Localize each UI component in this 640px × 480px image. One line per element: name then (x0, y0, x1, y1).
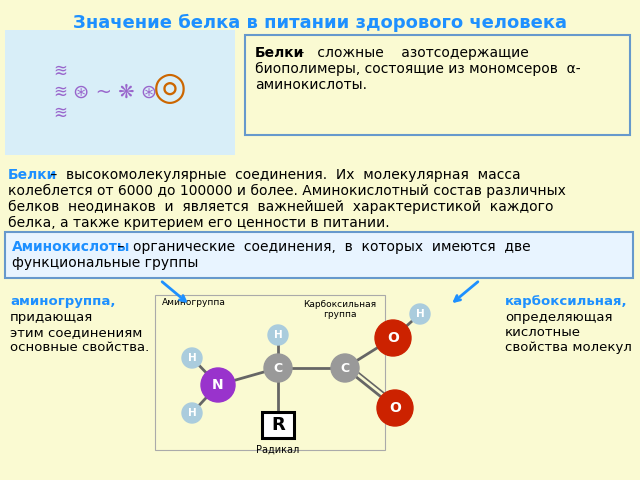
Text: ⊛ ~ ❋ ⊛: ⊛ ~ ❋ ⊛ (73, 83, 157, 101)
Text: –  органические  соединения,  в  которых  имеются  две: – органические соединения, в которых име… (113, 240, 531, 254)
Circle shape (331, 354, 359, 382)
Circle shape (375, 320, 411, 356)
Text: аминогруппа,: аминогруппа, (10, 295, 115, 308)
Text: свойства молекул: свойства молекул (505, 341, 632, 354)
Circle shape (268, 325, 288, 345)
Text: ◎: ◎ (153, 69, 187, 107)
Text: –   сложные    азотсодержащие: – сложные азотсодержащие (293, 46, 529, 60)
Text: N: N (212, 378, 224, 392)
Text: кислотные: кислотные (505, 326, 581, 339)
Text: –  высокомолекулярные  соединения.  Их  молекулярная  масса: – высокомолекулярные соединения. Их моле… (46, 168, 520, 182)
Circle shape (410, 304, 430, 324)
Text: аминокислоты.: аминокислоты. (255, 78, 367, 92)
FancyBboxPatch shape (262, 412, 294, 438)
FancyBboxPatch shape (5, 232, 633, 278)
Text: основные свойства.: основные свойства. (10, 341, 149, 354)
FancyBboxPatch shape (245, 35, 630, 135)
Circle shape (182, 403, 202, 423)
FancyBboxPatch shape (5, 30, 235, 155)
Circle shape (201, 368, 235, 402)
Text: H: H (188, 408, 196, 418)
Text: Аминогруппа: Аминогруппа (162, 298, 226, 307)
Text: Радикал: Радикал (257, 445, 300, 455)
Text: Белки: Белки (255, 46, 304, 60)
Text: биополимеры, состоящие из мономсеров  α-: биополимеры, состоящие из мономсеров α- (255, 62, 580, 76)
Text: придающая: придающая (10, 311, 93, 324)
Text: C: C (273, 361, 283, 374)
Text: Аминокислоты: Аминокислоты (12, 240, 131, 254)
Text: H: H (274, 330, 282, 340)
Text: C: C (340, 361, 349, 374)
Text: функциональные группы: функциональные группы (12, 256, 198, 270)
Text: колеблется от 6000 до 100000 и более. Аминокислотный состав различных: колеблется от 6000 до 100000 и более. Ам… (8, 184, 566, 198)
Text: этим соединениям: этим соединениям (10, 326, 142, 339)
Text: O: O (389, 401, 401, 415)
Text: O: O (387, 331, 399, 345)
Text: ≋
≋
≋: ≋ ≋ ≋ (53, 62, 67, 122)
Text: Значение белка в питании здорового человека: Значение белка в питании здорового челов… (73, 14, 567, 32)
Circle shape (264, 354, 292, 382)
Text: R: R (271, 416, 285, 434)
Text: H: H (415, 309, 424, 319)
Circle shape (182, 348, 202, 368)
Text: карбоксильная,: карбоксильная, (505, 295, 628, 308)
Circle shape (377, 390, 413, 426)
Text: белка, а также критерием его ценности в питании.: белка, а также критерием его ценности в … (8, 216, 390, 230)
Text: Белки: Белки (8, 168, 57, 182)
Text: Карбоксильная
группа: Карбоксильная группа (303, 300, 376, 319)
Text: белков  неодинаков  и  является  важнейшей  характеристикой  каждого: белков неодинаков и является важнейшей х… (8, 200, 554, 214)
FancyBboxPatch shape (155, 295, 385, 450)
Text: определяющая: определяющая (505, 311, 612, 324)
Text: H: H (188, 353, 196, 363)
